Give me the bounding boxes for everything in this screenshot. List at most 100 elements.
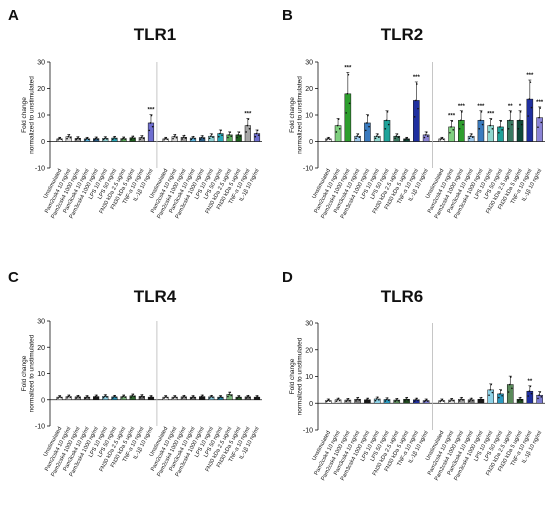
data-point [367, 114, 369, 117]
data-point [518, 119, 521, 122]
data-point [217, 397, 220, 399]
data-point [115, 396, 117, 399]
data-point [166, 396, 169, 399]
y-tick-label: 10 [305, 374, 313, 381]
data-point [245, 397, 247, 399]
data-point [520, 399, 523, 401]
data-point [193, 137, 196, 140]
data-point [441, 136, 444, 139]
data-point [376, 133, 379, 135]
data-point [470, 133, 473, 135]
data-point [163, 139, 165, 141]
data-point [105, 136, 107, 138]
y-tick-label: 0 [309, 401, 313, 408]
data-point [491, 391, 494, 394]
data-point [192, 135, 195, 138]
data-point [181, 138, 184, 140]
data-point [141, 135, 144, 137]
data-point [239, 396, 242, 399]
significance-marker: *** [344, 65, 352, 71]
data-point [229, 391, 231, 394]
data-point [95, 136, 98, 139]
data-point [75, 138, 78, 141]
data-point [254, 397, 257, 399]
data-point [425, 131, 428, 134]
bar [413, 100, 420, 142]
data-point [93, 397, 96, 399]
data-point [426, 135, 429, 137]
panel-letter: D [282, 269, 293, 286]
data-point [338, 399, 341, 402]
data-point [520, 123, 523, 126]
y-tick-label: 0 [41, 397, 45, 404]
data-point [368, 125, 370, 128]
data-point [449, 131, 451, 134]
data-point [386, 111, 389, 113]
panel-letter: B [282, 7, 293, 24]
data-point [378, 399, 380, 401]
data-point [191, 137, 194, 139]
y-tick-label: 10 [37, 371, 45, 378]
bar [448, 126, 455, 142]
data-point [499, 393, 501, 395]
data-point [182, 396, 185, 398]
panel-tlr1: A TLR1 Fold changenormalized to unstimulat… [8, 7, 262, 220]
data-point [230, 394, 233, 397]
data-point [348, 399, 351, 402]
data-point [94, 137, 97, 140]
data-point [78, 396, 81, 399]
data-point [182, 136, 185, 139]
data-point [501, 129, 503, 131]
data-point [166, 138, 169, 141]
data-point [151, 125, 154, 128]
data-point [254, 135, 257, 138]
data-point [499, 126, 501, 128]
data-point [122, 137, 124, 140]
data-point [236, 397, 238, 399]
data-point [150, 114, 153, 117]
data-point [479, 398, 482, 401]
significance-marker: *** [147, 108, 155, 114]
data-point [68, 134, 71, 136]
data-point [375, 135, 378, 137]
data-point [490, 383, 493, 386]
data-point [470, 397, 473, 400]
data-point [96, 396, 99, 399]
data-point [423, 400, 426, 403]
data-point [67, 135, 69, 138]
data-point [114, 135, 116, 138]
data-point [462, 123, 464, 126]
data-point [386, 397, 389, 399]
data-point [378, 136, 380, 139]
data-point [488, 394, 490, 397]
data-point [141, 394, 144, 396]
data-point [407, 138, 409, 141]
data-point [237, 134, 239, 136]
y-tick-label: 20 [305, 86, 313, 93]
bar [364, 122, 371, 142]
data-point [356, 398, 358, 401]
data-point [133, 137, 136, 140]
data-point [212, 396, 214, 399]
data-point [357, 396, 359, 399]
data-point [451, 397, 453, 400]
bar [383, 120, 391, 142]
data-point [221, 134, 223, 136]
data-point [395, 399, 398, 401]
data-point [329, 400, 331, 402]
data-point [468, 400, 471, 402]
data-point [150, 395, 153, 397]
panel-tlr6: D TLR6 Fold changenormalized to unstimulat… [282, 269, 545, 482]
data-point [148, 129, 151, 132]
data-point [366, 398, 368, 401]
data-point [172, 397, 174, 399]
data-point [355, 400, 357, 402]
data-point [337, 397, 340, 400]
y-tick-label: 30 [37, 60, 45, 67]
panel-tlr4: C TLR4 Fold changenormalized to unstimulat… [8, 269, 262, 478]
data-point [247, 118, 250, 121]
data-point [539, 391, 541, 393]
data-point [452, 129, 455, 131]
significance-marker: ** [527, 379, 532, 385]
data-point [414, 99, 417, 102]
